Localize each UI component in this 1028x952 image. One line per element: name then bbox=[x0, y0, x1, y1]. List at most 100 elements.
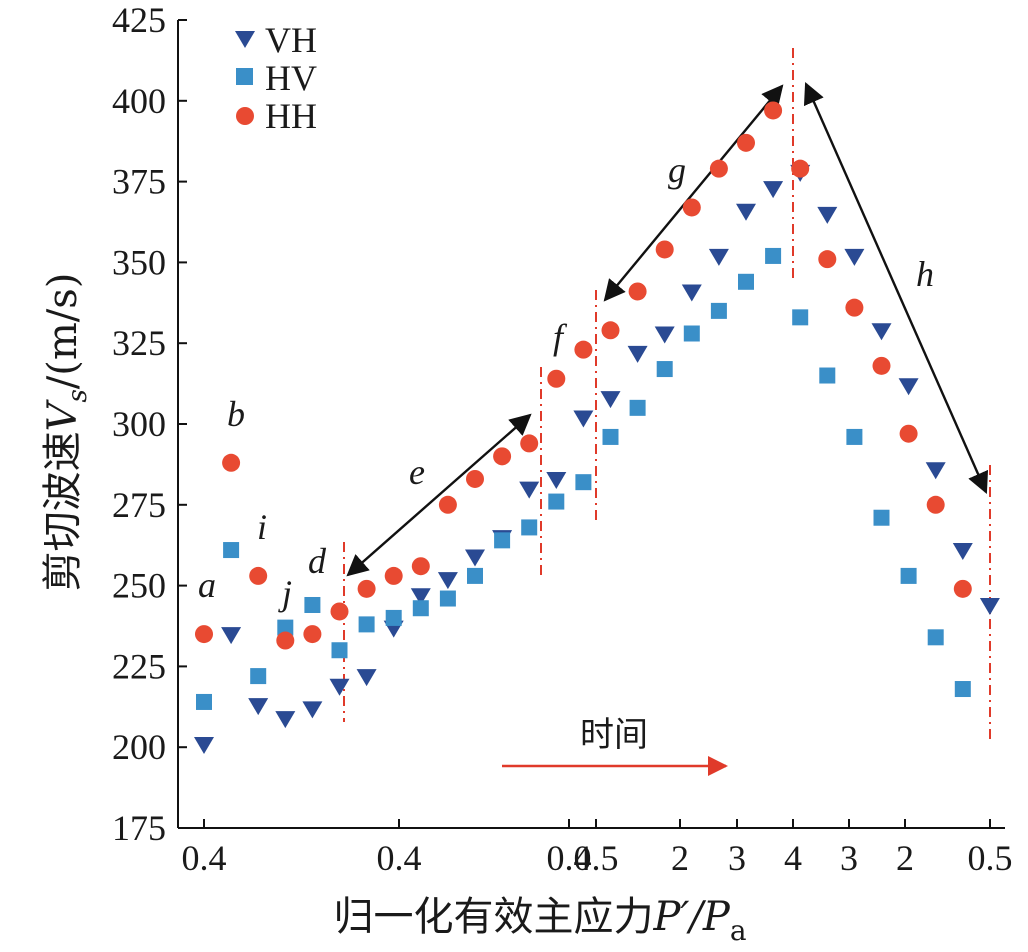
annotation-g: g bbox=[668, 150, 686, 190]
point-vh bbox=[871, 323, 892, 341]
point-hv bbox=[250, 668, 267, 685]
point-hv bbox=[927, 629, 944, 646]
point-vh bbox=[736, 203, 756, 221]
point-vh bbox=[519, 481, 540, 499]
point-hh bbox=[791, 159, 810, 178]
point-hv bbox=[765, 247, 782, 264]
point-hh bbox=[845, 298, 864, 317]
point-hv bbox=[738, 273, 754, 290]
point-vh bbox=[898, 378, 919, 396]
point-hh bbox=[520, 434, 539, 453]
point-vh bbox=[708, 248, 729, 266]
point-hh bbox=[357, 579, 376, 598]
point-vh bbox=[437, 572, 458, 590]
y-tick-label: 400 bbox=[112, 81, 166, 121]
x-ticks: 0.4 0.4 0.40.5 2 3 4 3 2 0.5 bbox=[182, 819, 1013, 878]
point-hv bbox=[846, 428, 863, 445]
time-indicator: 时间 bbox=[502, 715, 728, 776]
point-hv bbox=[548, 493, 565, 510]
legend-marker-hv bbox=[236, 68, 253, 85]
y-tick-label: 300 bbox=[112, 404, 166, 444]
arrow-h bbox=[803, 82, 989, 494]
x-tick-label: 2 bbox=[896, 838, 914, 878]
annotation-h: h bbox=[916, 254, 934, 294]
x-tick-label: 0.4 bbox=[547, 838, 592, 878]
loading-path-arrows bbox=[346, 82, 989, 577]
point-vh bbox=[573, 410, 594, 428]
data-markers bbox=[194, 101, 1000, 754]
x-tick-label: 3 bbox=[728, 838, 746, 878]
point-vh bbox=[925, 462, 946, 480]
point-vh bbox=[817, 206, 838, 224]
annotation-f: f bbox=[553, 317, 568, 357]
stage-dividers bbox=[343, 48, 991, 742]
annotation-d: d bbox=[308, 541, 327, 581]
point-hh bbox=[438, 495, 457, 514]
stage-annotations: a b i j d e f g h bbox=[198, 150, 934, 613]
point-hv bbox=[467, 567, 483, 584]
point-hh bbox=[601, 321, 620, 340]
y-tick-label: 275 bbox=[112, 485, 166, 525]
point-vh bbox=[763, 181, 784, 199]
point-vh bbox=[654, 326, 675, 344]
point-hv bbox=[683, 325, 700, 342]
y-ticks: 175 200 225 250 275 300 325 350 375 400 425 bbox=[112, 0, 187, 848]
y-tick-label: 250 bbox=[112, 566, 166, 606]
y-tick-label: 425 bbox=[112, 0, 166, 40]
point-hh bbox=[899, 424, 918, 443]
point-hv bbox=[385, 609, 402, 626]
legend-marker-vh bbox=[235, 31, 255, 48]
point-vh bbox=[221, 627, 242, 645]
y-tick-label: 350 bbox=[112, 242, 166, 282]
point-vh bbox=[194, 736, 214, 754]
point-hh bbox=[466, 469, 484, 488]
point-hh bbox=[764, 101, 783, 120]
point-hv bbox=[439, 590, 456, 607]
point-hv bbox=[873, 509, 890, 526]
point-hv bbox=[196, 693, 212, 710]
point-vh bbox=[844, 248, 865, 266]
point-hv bbox=[954, 681, 971, 698]
legend-label-vh: VH bbox=[265, 20, 317, 60]
point-hv bbox=[656, 361, 673, 378]
y-tick-label: 200 bbox=[112, 727, 166, 767]
x-tick-label: 0.5 bbox=[968, 838, 1013, 878]
point-vh bbox=[627, 345, 648, 363]
point-vh bbox=[275, 711, 296, 729]
x-tick-label: 0.4 bbox=[377, 838, 422, 878]
annotation-j: j bbox=[278, 573, 292, 613]
point-hh bbox=[493, 447, 512, 466]
point-hh bbox=[628, 282, 647, 301]
annotation-e: e bbox=[409, 452, 425, 492]
point-vh bbox=[329, 678, 350, 696]
point-hh bbox=[574, 340, 593, 359]
point-hh bbox=[547, 369, 566, 388]
point-hv bbox=[223, 542, 240, 559]
point-hv bbox=[331, 642, 348, 659]
y-axis-title: 剪切波速Vs/(m/s) bbox=[40, 273, 93, 592]
point-hh bbox=[384, 566, 403, 585]
point-hv bbox=[900, 567, 917, 584]
x-tick-label: 0.5 bbox=[574, 838, 619, 878]
point-hh bbox=[276, 631, 295, 650]
legend-label-hv: HV bbox=[265, 58, 317, 98]
point-hh bbox=[303, 625, 322, 644]
point-hv bbox=[629, 399, 646, 416]
point-vh bbox=[302, 701, 323, 719]
point-vh bbox=[681, 284, 702, 302]
point-vh bbox=[410, 588, 431, 606]
arrow-e bbox=[346, 413, 532, 577]
point-hh bbox=[222, 453, 241, 472]
point-hv bbox=[710, 302, 727, 319]
point-hv bbox=[602, 428, 619, 445]
legend: VH HV HH bbox=[235, 20, 317, 136]
point-hh bbox=[195, 625, 213, 644]
point-vh bbox=[546, 471, 567, 489]
point-hh bbox=[737, 133, 755, 152]
legend-marker-hh bbox=[236, 107, 254, 125]
point-hv bbox=[277, 619, 294, 636]
x-tick-label: 2 bbox=[671, 838, 689, 878]
point-hh bbox=[330, 602, 349, 621]
point-hh bbox=[411, 557, 430, 576]
